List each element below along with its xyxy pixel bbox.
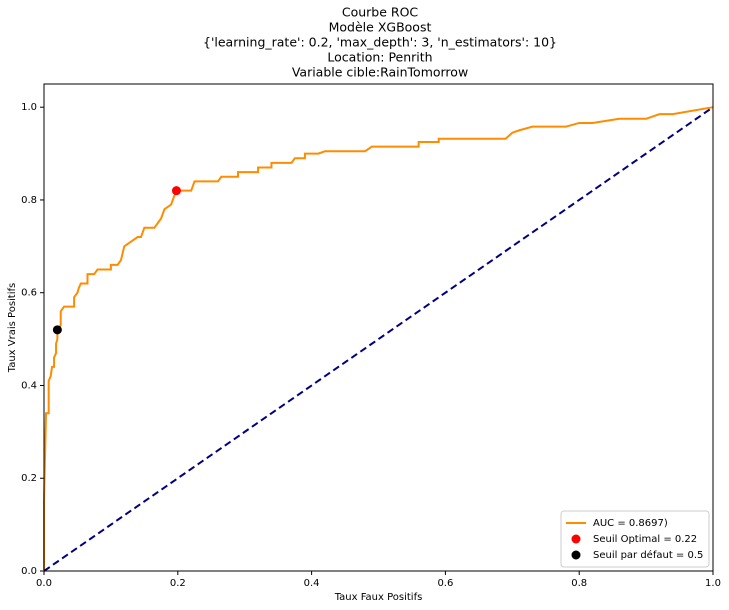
chart-title: Courbe ROC: [342, 5, 419, 20]
x-tick-label: 0.4: [304, 578, 320, 589]
y-axis-label: Taux Vrais Positifs: [7, 283, 18, 373]
y-tick-label: 0.6: [21, 288, 37, 299]
roc-line: [43, 106, 714, 572]
legend-label: AUC = 0.8697): [593, 518, 668, 529]
chart-title: Modèle XGBoost: [329, 20, 432, 35]
x-tick-label: 0.2: [170, 578, 186, 589]
y-tick-label: 0.0: [21, 566, 37, 577]
legend: AUC = 0.8697) Seuil Optimal = 0.22 Seuil p…: [560, 510, 710, 568]
y-tick-label: 1.0: [21, 102, 37, 113]
chart-title: Location: Penrith: [327, 50, 432, 65]
chart-title: Variable cible:RainTomorrow: [292, 65, 468, 80]
x-tick-label: 1.0: [705, 578, 721, 589]
legend-box: [560, 510, 710, 568]
y-tick-label: 0.8: [21, 195, 37, 206]
y-tick-label: 0.2: [21, 473, 37, 484]
x-tick-label: 0.0: [36, 578, 52, 589]
x-tick-label: 0.8: [571, 578, 587, 589]
legend-label: Seuil Optimal = 0.22: [593, 534, 697, 545]
legend-label: Seuil par défaut = 0.5: [593, 549, 703, 561]
threshold-point: [171, 186, 181, 196]
x-tick-label: 0.6: [437, 578, 453, 589]
legend-swatch: [571, 550, 581, 560]
threshold-point: [52, 325, 62, 335]
x-axis-label: Taux Faux Positifs: [334, 592, 423, 603]
chart-title: {'learning_rate': 0.2, 'max_depth': 3, '…: [203, 35, 557, 50]
plot-frame: [43, 83, 714, 572]
y-tick-label: 0.4: [21, 380, 37, 391]
legend-swatch: [571, 534, 581, 544]
